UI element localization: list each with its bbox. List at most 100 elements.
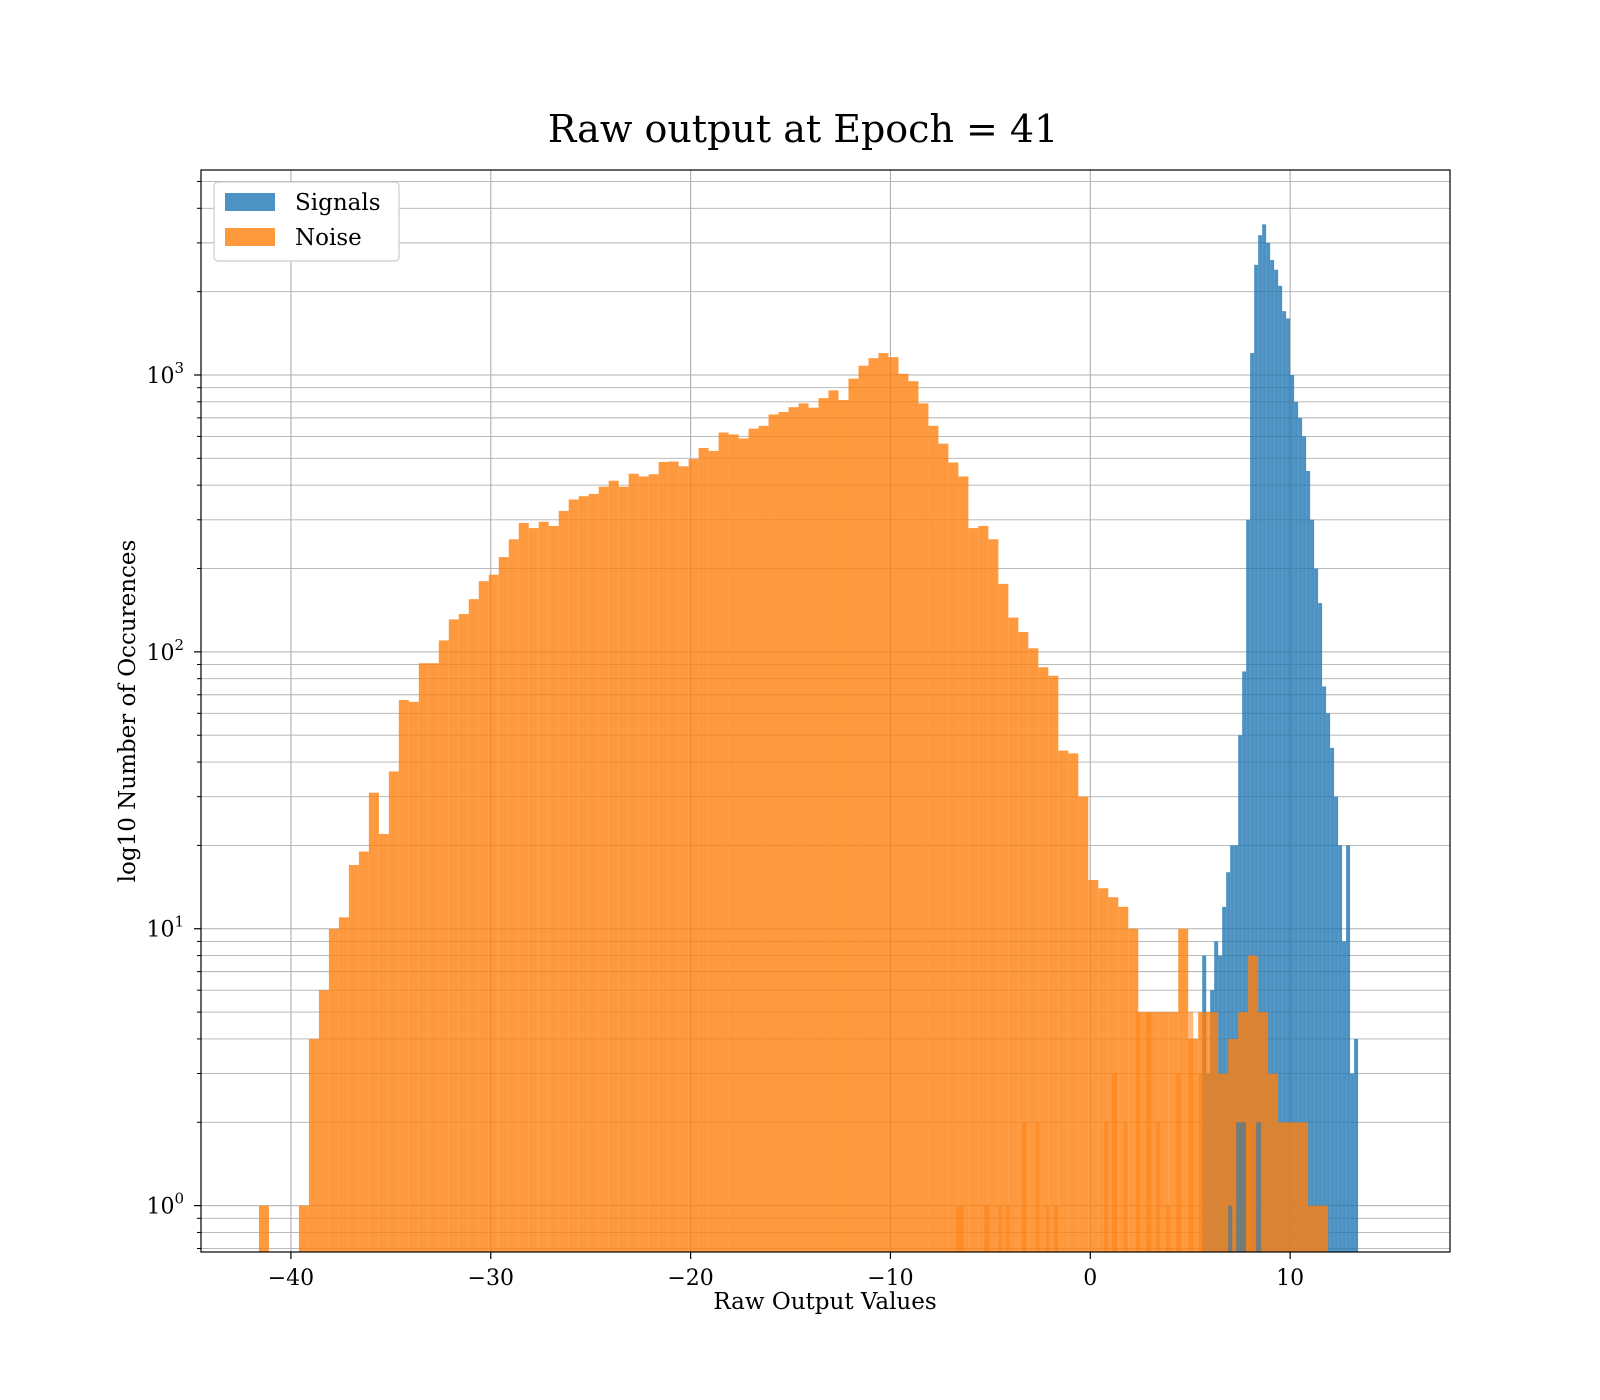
noise-bar bbox=[698, 447, 709, 1253]
noise-bar bbox=[1178, 928, 1189, 1252]
chart-title: Raw output at Epoch = 41 bbox=[548, 107, 1059, 151]
noise-bar bbox=[798, 403, 809, 1252]
noise-bar bbox=[728, 434, 739, 1253]
noise-bar bbox=[888, 357, 899, 1252]
noise-bar bbox=[1228, 1038, 1239, 1252]
signals-bar bbox=[1354, 1038, 1359, 1252]
noise-bar bbox=[348, 864, 359, 1252]
noise-bar bbox=[688, 459, 699, 1252]
signals-bar bbox=[1322, 686, 1327, 1252]
signals-overlay-bar bbox=[1256, 1122, 1262, 1252]
noise-bar bbox=[1278, 1122, 1289, 1252]
signals-bar bbox=[1278, 285, 1283, 1252]
noise-overlay-bar bbox=[1104, 1122, 1109, 1252]
noise-overlay-bar bbox=[1136, 1012, 1141, 1252]
noise-bar bbox=[948, 462, 959, 1253]
noise-bar bbox=[378, 833, 389, 1252]
noise-bar bbox=[458, 614, 469, 1252]
noise-overlay-bar bbox=[1176, 1073, 1182, 1252]
noise-bar bbox=[838, 400, 849, 1252]
signals-bar bbox=[1338, 845, 1343, 1252]
noise-bar bbox=[978, 525, 989, 1252]
noise-bar bbox=[1258, 1012, 1269, 1252]
noise-bar bbox=[398, 700, 409, 1252]
noise-bar bbox=[1008, 617, 1019, 1252]
noise-overlay-bar bbox=[1022, 1122, 1027, 1252]
noise-bar bbox=[828, 390, 839, 1252]
noise-bar bbox=[658, 462, 669, 1252]
noise-bar bbox=[898, 373, 909, 1252]
noise-overlay-bar bbox=[1006, 1205, 1010, 1252]
signals-bar bbox=[1238, 735, 1243, 1252]
noise-bar bbox=[328, 928, 339, 1252]
plot-frame bbox=[200, 169, 1451, 1253]
noise-bar bbox=[628, 473, 639, 1253]
noise-bar bbox=[588, 493, 599, 1253]
x-axis: −40 −30 −20 −10 0 10 bbox=[268, 1252, 1304, 1291]
signals-bar bbox=[1266, 242, 1271, 1252]
legend-label-signals: Signals bbox=[295, 190, 381, 216]
noise-bar bbox=[1138, 1012, 1149, 1252]
x-tick-label: −40 bbox=[268, 1266, 314, 1291]
noise-bar bbox=[1158, 1012, 1169, 1252]
x-tick-label: −10 bbox=[867, 1266, 913, 1291]
noise-bar bbox=[498, 557, 509, 1252]
noise-bar bbox=[788, 407, 799, 1252]
signals-overlay-bar bbox=[1228, 1205, 1233, 1252]
signals-bar bbox=[1246, 519, 1251, 1252]
noise-bar bbox=[518, 523, 529, 1252]
noise-bar bbox=[938, 443, 949, 1252]
noise-bar bbox=[358, 851, 369, 1252]
noise-bar bbox=[608, 480, 619, 1252]
signals-bar bbox=[1318, 603, 1323, 1252]
signals-bar bbox=[1310, 519, 1315, 1252]
x-tick-label: 0 bbox=[1083, 1266, 1097, 1291]
signals-bar bbox=[1306, 471, 1311, 1253]
x-tick-label: 10 bbox=[1276, 1266, 1304, 1291]
noise-overlay-bar bbox=[998, 1205, 1002, 1252]
noise-bar bbox=[478, 581, 489, 1252]
signals-bar bbox=[1258, 235, 1263, 1252]
signals-bar bbox=[1242, 671, 1247, 1252]
noise-overlay-bar bbox=[1046, 1205, 1050, 1252]
noise-bar bbox=[1168, 1012, 1179, 1252]
noise-overlay-bar bbox=[1156, 1122, 1161, 1252]
noise-bar bbox=[1078, 796, 1089, 1252]
signals-bar bbox=[1254, 264, 1259, 1252]
noise-bar bbox=[578, 496, 589, 1252]
noise-overlay-bar bbox=[1166, 1205, 1171, 1252]
noise-bar bbox=[868, 358, 879, 1252]
noise-bar bbox=[258, 1205, 269, 1252]
noise-bar bbox=[1148, 1012, 1159, 1252]
signals-bar bbox=[1350, 1073, 1355, 1252]
noise-bar bbox=[338, 917, 349, 1252]
noise-bar bbox=[748, 428, 759, 1253]
noise-overlay-bar bbox=[1188, 1012, 1194, 1252]
noise-bar bbox=[968, 528, 979, 1252]
y-tick-label: 101 bbox=[146, 913, 184, 943]
noise-bar bbox=[818, 398, 829, 1253]
signals-bar bbox=[1330, 747, 1335, 1252]
noise-bar bbox=[918, 403, 929, 1252]
noise-bar bbox=[958, 476, 969, 1253]
noise-bar bbox=[308, 1038, 319, 1252]
x-tick-label: −20 bbox=[667, 1266, 713, 1291]
bars bbox=[258, 224, 1359, 1253]
noise-bar bbox=[848, 378, 859, 1253]
legend: Signals Noise bbox=[213, 181, 400, 262]
noise-bar bbox=[1218, 1073, 1229, 1252]
signals-bar bbox=[1290, 374, 1295, 1253]
signals-bar bbox=[1298, 417, 1303, 1252]
x-axis-label: Raw Output Values bbox=[713, 1289, 936, 1315]
noise-bar bbox=[1118, 906, 1129, 1252]
noise-overlay-bar bbox=[1112, 1073, 1118, 1252]
noise-overlay-bar bbox=[1198, 1073, 1203, 1252]
noise-bar bbox=[528, 528, 539, 1252]
signals-bar bbox=[1326, 713, 1331, 1252]
noise-bar bbox=[1208, 1012, 1219, 1252]
legend-label-noise: Noise bbox=[295, 225, 362, 251]
noise-bar bbox=[648, 474, 659, 1252]
noise-bar bbox=[778, 412, 789, 1252]
legend-swatch-signals bbox=[225, 193, 275, 211]
